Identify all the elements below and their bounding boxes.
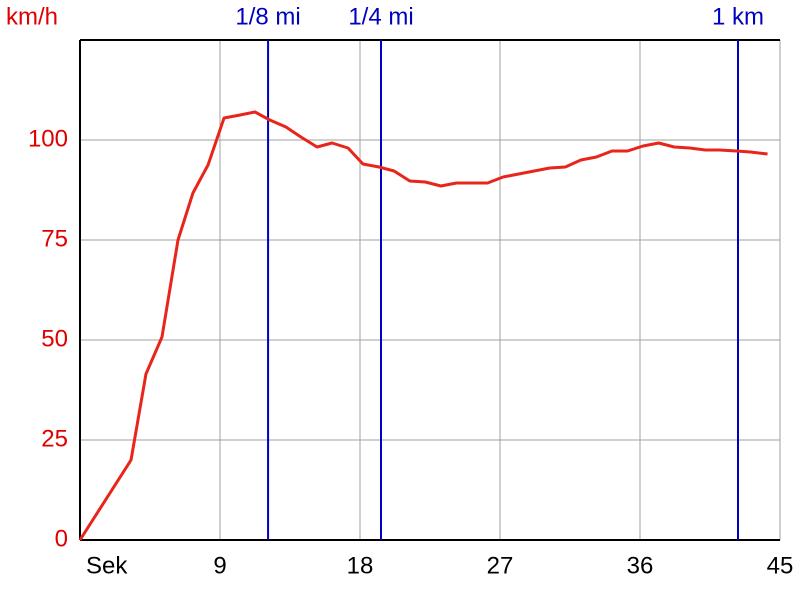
y-axis-label: km/h bbox=[6, 3, 58, 30]
x-tick-label: 9 bbox=[213, 552, 226, 579]
y-tick-label: 25 bbox=[41, 425, 68, 452]
distance-marker-label: 1 km bbox=[712, 3, 764, 30]
distance-marker-label: 1/8 mi bbox=[235, 3, 300, 30]
y-tick-label: 0 bbox=[55, 525, 68, 552]
x-axis-label: Sek bbox=[86, 552, 128, 579]
x-tick-label: 45 bbox=[767, 552, 794, 579]
speed-line bbox=[78, 110, 768, 541]
y-tick-label: 100 bbox=[28, 125, 68, 152]
x-tick-label: 27 bbox=[487, 552, 514, 579]
x-tick-label: 18 bbox=[347, 552, 374, 579]
x-tick-label: 36 bbox=[627, 552, 654, 579]
distance-marker-label: 1/4 mi bbox=[348, 3, 413, 30]
y-tick-label: 75 bbox=[41, 225, 68, 252]
y-tick-label: 50 bbox=[41, 325, 68, 352]
